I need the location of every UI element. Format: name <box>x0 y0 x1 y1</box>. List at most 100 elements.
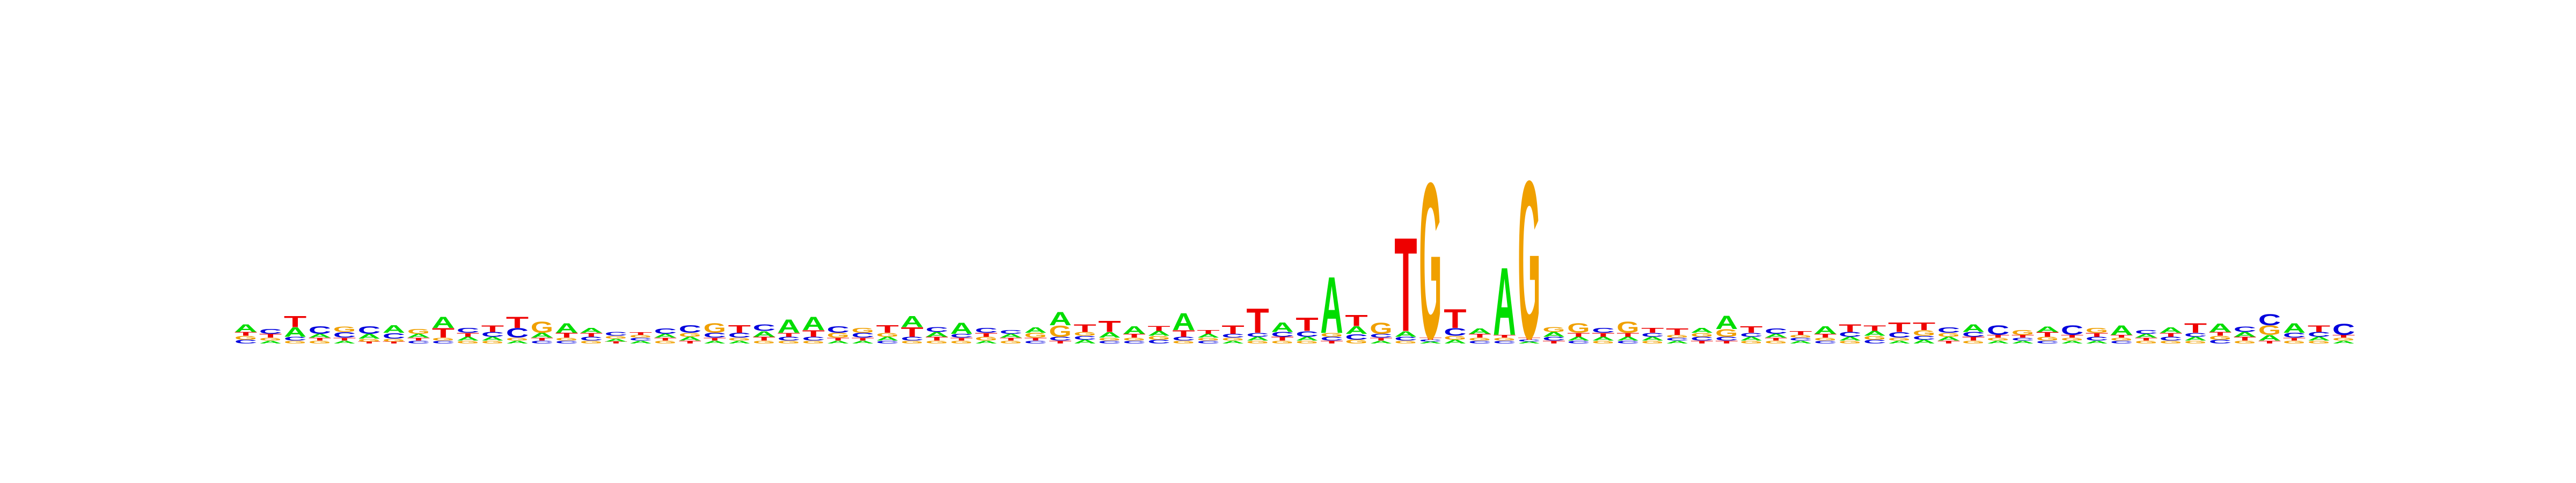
logo-letter-a-pos-51: A <box>1468 327 1491 336</box>
logo-letter-t-pos-28: T <box>901 325 924 340</box>
logo-letter-c-pos-42: C <box>1246 332 1269 338</box>
logo-letter-t-pos-66: T <box>1839 322 1861 334</box>
logo-letter-g-pos-56: G <box>1592 340 1614 344</box>
logo-letter-g-pos-67: G <box>1863 335 1886 341</box>
logo-letter-a-pos-8: A <box>407 333 430 339</box>
logo-letter-c-pos-72: C <box>1987 323 2009 338</box>
logo-letter-a-pos-14: A <box>555 320 578 335</box>
logo-letter-c-pos-69: C <box>1913 335 1935 341</box>
logo-letter-c-pos-74: C <box>2036 340 2059 344</box>
logo-letter-t-pos-27: T <box>876 323 899 335</box>
logo-letter-a-pos-77: A <box>2110 323 2133 338</box>
logo-letter-t-pos-60: T <box>1690 340 1713 344</box>
logo-letter-a-pos-28: A <box>901 312 924 331</box>
logo-letter-c-pos-1: C <box>235 339 257 345</box>
logo-letter-t-pos-44: T <box>1296 314 1318 335</box>
logo-letter-g-pos-31: G <box>975 336 997 342</box>
logo-letter-g-pos-59: G <box>1666 334 1688 339</box>
logo-letter-a-pos-65: A <box>1814 324 1836 336</box>
logo-letter-a-pos-46: A <box>1345 324 1367 336</box>
logo-letter-a-pos-5: A <box>333 340 356 344</box>
logo-letter-g-pos-20: G <box>704 321 726 336</box>
logo-letter-g-pos-42: G <box>1246 340 1269 344</box>
logo-letter-t-pos-51: T <box>1468 333 1491 339</box>
logo-letter-g-pos-18: G <box>654 340 677 344</box>
logo-letter-t-pos-8: T <box>407 337 430 341</box>
logo-letter-g-pos-78: G <box>2135 340 2157 344</box>
logo-letter-g-pos-58: G <box>1641 340 1664 344</box>
logo-letter-g-pos-55: G <box>1567 321 1590 336</box>
logo-letter-c-pos-56: C <box>1592 327 1614 334</box>
logo-letter-t-pos-41: T <box>1221 323 1244 336</box>
logo-letter-t-pos-80: T <box>2184 321 2207 336</box>
logo-letter-g-pos-9: G <box>432 337 455 341</box>
logo-letter-c-pos-8: C <box>407 340 430 344</box>
logo-letter-g-pos-28: G <box>901 340 924 344</box>
logo-letter-g-pos-72: G <box>1987 337 2009 341</box>
logo-letter-c-pos-26: C <box>852 332 874 339</box>
logo-letter-a-pos-17: A <box>630 340 652 344</box>
logo-letter-g-pos-40: G <box>1197 337 1219 341</box>
logo-letter-t-pos-12: T <box>506 314 529 332</box>
logo-letter-a-pos-78: A <box>2135 333 2157 339</box>
logo-letter-t-pos-70: T <box>1937 340 1960 344</box>
logo-letter-g-pos-32: G <box>999 340 1022 344</box>
logo-letter-g-pos-13: G <box>531 319 553 336</box>
logo-letter-t-pos-72: T <box>1987 334 2009 339</box>
logo-letter-t-pos-36: T <box>1098 318 1121 335</box>
logo-letter-t-pos-63: T <box>1765 337 1787 341</box>
logo-letter-c-pos-18: C <box>654 327 677 336</box>
logo-letter-c-pos-35: C <box>1073 335 1096 341</box>
logo-letter-t-pos-17: T <box>630 331 652 335</box>
logo-letter-c-pos-10: C <box>457 327 479 334</box>
logo-letter-g-pos-70: G <box>1937 332 1960 338</box>
logo-letter-a-pos-74: A <box>2036 325 2059 334</box>
logo-letter-c-pos-32: C <box>999 329 1022 335</box>
logo-letter-g-pos-64: G <box>1789 334 1812 339</box>
logo-letter-c-pos-63: C <box>1765 327 1787 336</box>
logo-letter-g-pos-61: G <box>1715 327 1738 339</box>
logo-letter-a-pos-58: A <box>1641 336 1664 342</box>
logo-letter-c-pos-23: C <box>778 336 800 342</box>
logo-letter-t-pos-19: T <box>679 340 701 344</box>
logo-letter-a-pos-61: A <box>1715 312 1738 333</box>
logo-letter-c-pos-85: C <box>2308 331 2330 338</box>
logo-letter-c-pos-47: C <box>1370 333 1392 339</box>
logo-letter-a-pos-21: A <box>728 340 751 344</box>
logo-letter-g-pos-48: G <box>1394 340 1417 344</box>
logo-letter-c-pos-86: C <box>2332 320 2355 339</box>
logo-letter-g-pos-76: G <box>2085 327 2108 334</box>
logo-letter-g-pos-8: G <box>407 328 430 335</box>
logo-letter-a-pos-47: A <box>1370 340 1392 344</box>
logo-letter-c-pos-7: C <box>383 332 405 341</box>
logo-letter-a-pos-62: A <box>1740 336 1762 342</box>
logo-letter-t-pos-85: T <box>2308 323 2331 334</box>
logo-letter-c-pos-43: C <box>1271 331 1293 338</box>
logo-letter-a-pos-31: A <box>975 340 997 344</box>
logo-letter-t-pos-3: T <box>284 313 307 331</box>
logo-letter-c-pos-2: C <box>259 328 282 335</box>
logo-letter-g-pos-29: G <box>926 340 948 344</box>
logo-letter-a-pos-82: A <box>2234 331 2256 338</box>
logo-letter-a-pos-84: A <box>2283 320 2306 335</box>
logo-letter-a-pos-59: A <box>1666 340 1688 344</box>
logo-letter-t-pos-49: T <box>1419 337 1441 340</box>
logo-letter-t-pos-77: T <box>2110 334 2133 339</box>
logo-letter-t-pos-2: T <box>259 333 282 339</box>
logo-letter-c-pos-12: C <box>506 325 529 340</box>
logo-letter-t-pos-61: T <box>1715 340 1738 344</box>
logo-letter-c-pos-62: C <box>1740 332 1762 338</box>
logo-letter-a-pos-75: A <box>2061 340 2083 344</box>
logo-letter-t-pos-35: T <box>1073 322 1096 334</box>
logo-letter-g-pos-53: G <box>1518 135 1540 386</box>
logo-letter-g-pos-30: G <box>950 340 973 344</box>
logo-letter-t-pos-82: T <box>2234 336 2256 342</box>
logo-letter-a-pos-43: A <box>1271 320 1293 335</box>
logo-letter-g-pos-83: G <box>2258 323 2281 338</box>
logo-letter-c-pos-71: C <box>1962 331 1985 338</box>
logo-letter-a-pos-81: A <box>2209 321 2231 335</box>
logo-letter-a-pos-41: A <box>1221 340 1244 344</box>
logo-letter-g-pos-37: G <box>1123 337 1145 341</box>
logo-letter-t-pos-38: T <box>1147 325 1170 332</box>
logo-letter-c-pos-14: C <box>555 340 578 344</box>
